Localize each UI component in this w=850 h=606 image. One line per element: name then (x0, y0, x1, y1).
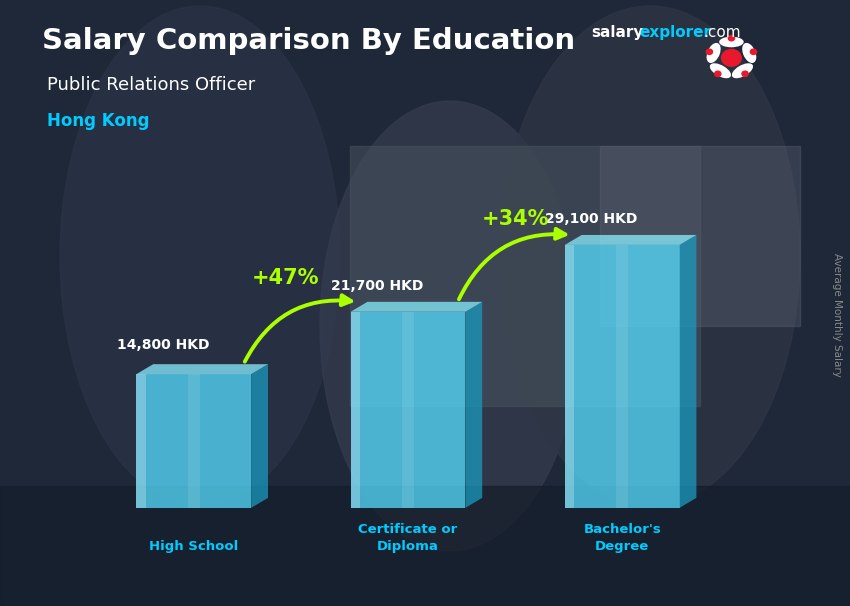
Polygon shape (350, 311, 360, 508)
Polygon shape (350, 302, 482, 311)
Circle shape (715, 71, 721, 76)
Text: +47%: +47% (252, 268, 320, 288)
Ellipse shape (320, 101, 580, 551)
Polygon shape (402, 311, 414, 508)
Text: Bachelor's
Degree: Bachelor's Degree (583, 522, 661, 553)
Polygon shape (136, 364, 268, 374)
Text: High School: High School (150, 539, 238, 553)
Text: Public Relations Officer: Public Relations Officer (47, 76, 255, 94)
Ellipse shape (742, 43, 756, 63)
Bar (350, 146, 700, 406)
Text: .com: .com (704, 25, 741, 41)
Text: Certificate or
Diploma: Certificate or Diploma (359, 522, 457, 553)
Text: 14,800 HKD: 14,800 HKD (117, 338, 209, 351)
Ellipse shape (60, 6, 340, 506)
Polygon shape (136, 374, 251, 508)
Polygon shape (350, 311, 465, 508)
Ellipse shape (706, 43, 721, 63)
Polygon shape (465, 302, 482, 508)
Polygon shape (679, 235, 696, 508)
Polygon shape (564, 245, 679, 508)
Polygon shape (251, 364, 268, 508)
Bar (600, 146, 800, 326)
Circle shape (706, 49, 712, 55)
Text: 21,700 HKD: 21,700 HKD (332, 279, 423, 293)
Circle shape (728, 36, 734, 41)
Text: salary: salary (591, 25, 643, 41)
Circle shape (742, 71, 748, 76)
Circle shape (751, 49, 756, 55)
Polygon shape (188, 374, 200, 508)
Ellipse shape (719, 36, 744, 47)
Ellipse shape (500, 6, 800, 506)
Text: Hong Kong: Hong Kong (47, 112, 150, 130)
Polygon shape (616, 245, 628, 508)
Text: +34%: +34% (481, 208, 549, 228)
Circle shape (722, 50, 741, 66)
Text: Salary Comparison By Education: Salary Comparison By Education (42, 27, 575, 55)
Polygon shape (136, 374, 145, 508)
Polygon shape (564, 245, 574, 508)
Text: 29,100 HKD: 29,100 HKD (546, 212, 638, 226)
Polygon shape (564, 235, 696, 245)
Text: Average Monthly Salary: Average Monthly Salary (832, 253, 842, 377)
Text: explorer: explorer (639, 25, 711, 41)
Bar (0, 486, 850, 606)
Ellipse shape (732, 63, 753, 78)
Ellipse shape (710, 63, 731, 78)
